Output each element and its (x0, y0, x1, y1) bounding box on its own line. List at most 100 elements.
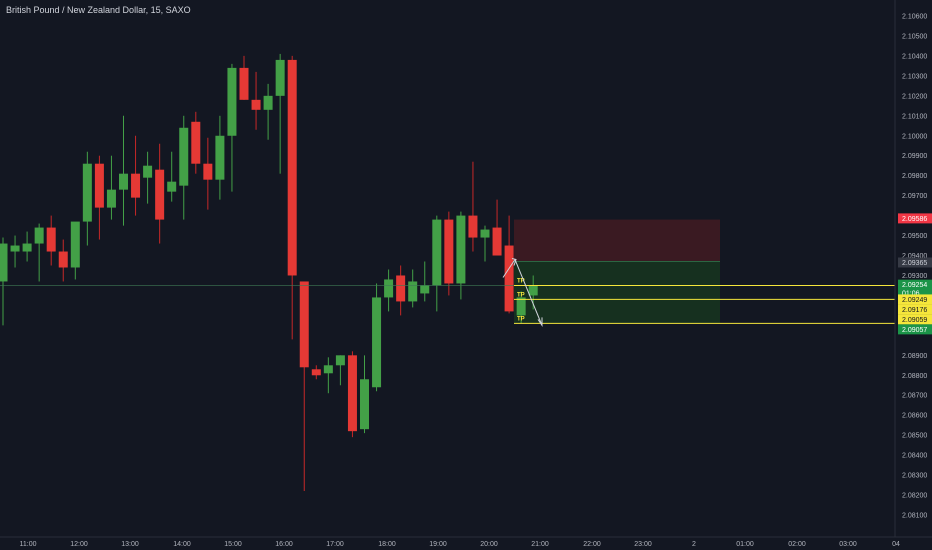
candle[interactable] (34, 223, 44, 282)
candle-body[interactable] (384, 279, 394, 298)
candle-body[interactable] (155, 169, 165, 220)
candle-body[interactable] (58, 251, 68, 268)
candle[interactable] (287, 55, 297, 340)
candle-body[interactable] (179, 127, 189, 186)
candle-body[interactable] (263, 95, 273, 110)
candle[interactable] (432, 215, 442, 312)
time-tick-label: 13:00 (121, 541, 139, 548)
candle[interactable] (347, 351, 357, 438)
candle-body[interactable] (360, 379, 369, 430)
candle-body[interactable] (106, 189, 116, 208)
candle-body[interactable] (504, 245, 514, 312)
candle[interactable] (0, 237, 8, 326)
candle[interactable] (46, 215, 56, 266)
candle[interactable] (504, 215, 514, 314)
candle[interactable] (70, 221, 80, 280)
candle-body[interactable] (287, 59, 297, 276)
price-tick-label: 2.10400 (902, 53, 927, 60)
candle[interactable] (275, 53, 285, 174)
target-label: TP (517, 278, 525, 284)
candle-body[interactable] (131, 173, 141, 198)
price-tag-text: 2.09254 (902, 282, 927, 289)
price-tag: 2.09176 (898, 304, 932, 315)
candle[interactable] (420, 261, 430, 302)
candle-body[interactable] (444, 219, 454, 284)
candle[interactable] (22, 231, 32, 262)
candle-body[interactable] (408, 281, 418, 302)
candle-body[interactable] (227, 67, 237, 136)
candle-body[interactable] (335, 355, 345, 366)
candle[interactable] (396, 265, 406, 316)
candle-body[interactable] (143, 165, 153, 178)
candle-body[interactable] (10, 245, 20, 252)
candle[interactable] (155, 143, 165, 244)
candle-body[interactable] (251, 99, 261, 110)
candle[interactable] (94, 155, 104, 240)
candle-body[interactable] (516, 297, 526, 316)
candle[interactable] (119, 115, 128, 226)
candle[interactable] (251, 71, 261, 130)
candle[interactable] (167, 151, 177, 202)
candle[interactable] (516, 291, 526, 324)
candle-body[interactable] (468, 215, 478, 238)
candle-body[interactable] (528, 285, 538, 296)
price-tick-label: 2.09400 (902, 253, 927, 260)
candle[interactable] (456, 211, 466, 300)
candle-body[interactable] (432, 219, 442, 286)
candle-body[interactable] (191, 121, 201, 164)
candle[interactable] (227, 63, 237, 192)
price-tick-label: 2.08500 (902, 433, 927, 440)
candle-body[interactable] (94, 163, 104, 208)
candle[interactable] (492, 199, 502, 256)
candle[interactable] (444, 211, 454, 296)
candle[interactable] (82, 151, 92, 246)
candle[interactable] (323, 357, 333, 394)
candle[interactable] (384, 269, 394, 312)
candle[interactable] (143, 151, 153, 204)
candle[interactable] (263, 83, 273, 140)
candle-body[interactable] (22, 243, 32, 252)
candle-body[interactable] (239, 67, 249, 100)
candle[interactable] (58, 239, 68, 282)
candle[interactable] (372, 283, 382, 392)
candle-body[interactable] (46, 227, 56, 252)
candle-body[interactable] (323, 365, 333, 374)
candle-body[interactable] (0, 243, 8, 282)
candle[interactable] (215, 115, 225, 200)
candle[interactable] (468, 161, 478, 252)
candle-body[interactable] (420, 285, 430, 294)
candle-body[interactable] (396, 275, 406, 302)
candle-body[interactable] (70, 221, 80, 268)
candle-body[interactable] (275, 59, 285, 96)
candle[interactable] (360, 355, 369, 434)
candle-body[interactable] (456, 215, 466, 284)
candle-body[interactable] (215, 135, 225, 180)
candle-body[interactable] (82, 163, 92, 222)
candle-body[interactable] (299, 281, 309, 368)
candle[interactable] (311, 365, 321, 380)
candle-body[interactable] (311, 369, 321, 376)
candle[interactable] (299, 281, 309, 492)
candle-body[interactable] (347, 355, 357, 432)
candle[interactable] (131, 135, 141, 216)
candle[interactable] (179, 115, 189, 220)
candle-body[interactable] (34, 227, 44, 244)
candle[interactable] (10, 235, 20, 268)
candle[interactable] (408, 269, 418, 308)
candle-body[interactable] (119, 173, 128, 190)
candle[interactable] (480, 225, 490, 262)
candle-body[interactable] (492, 227, 502, 256)
price-tag: 2.09057 (898, 324, 932, 335)
candle[interactable] (335, 355, 345, 386)
price-tick-label: 2.10300 (902, 73, 927, 80)
candle-body[interactable] (372, 297, 382, 388)
candle[interactable] (203, 137, 213, 210)
candle-body[interactable] (167, 181, 177, 192)
candle-body[interactable] (203, 163, 213, 180)
candle[interactable] (191, 111, 201, 174)
candle[interactable] (239, 55, 249, 100)
time-tick-label: 01:00 (736, 541, 754, 548)
candle[interactable] (106, 155, 116, 220)
candle-body[interactable] (480, 229, 490, 238)
